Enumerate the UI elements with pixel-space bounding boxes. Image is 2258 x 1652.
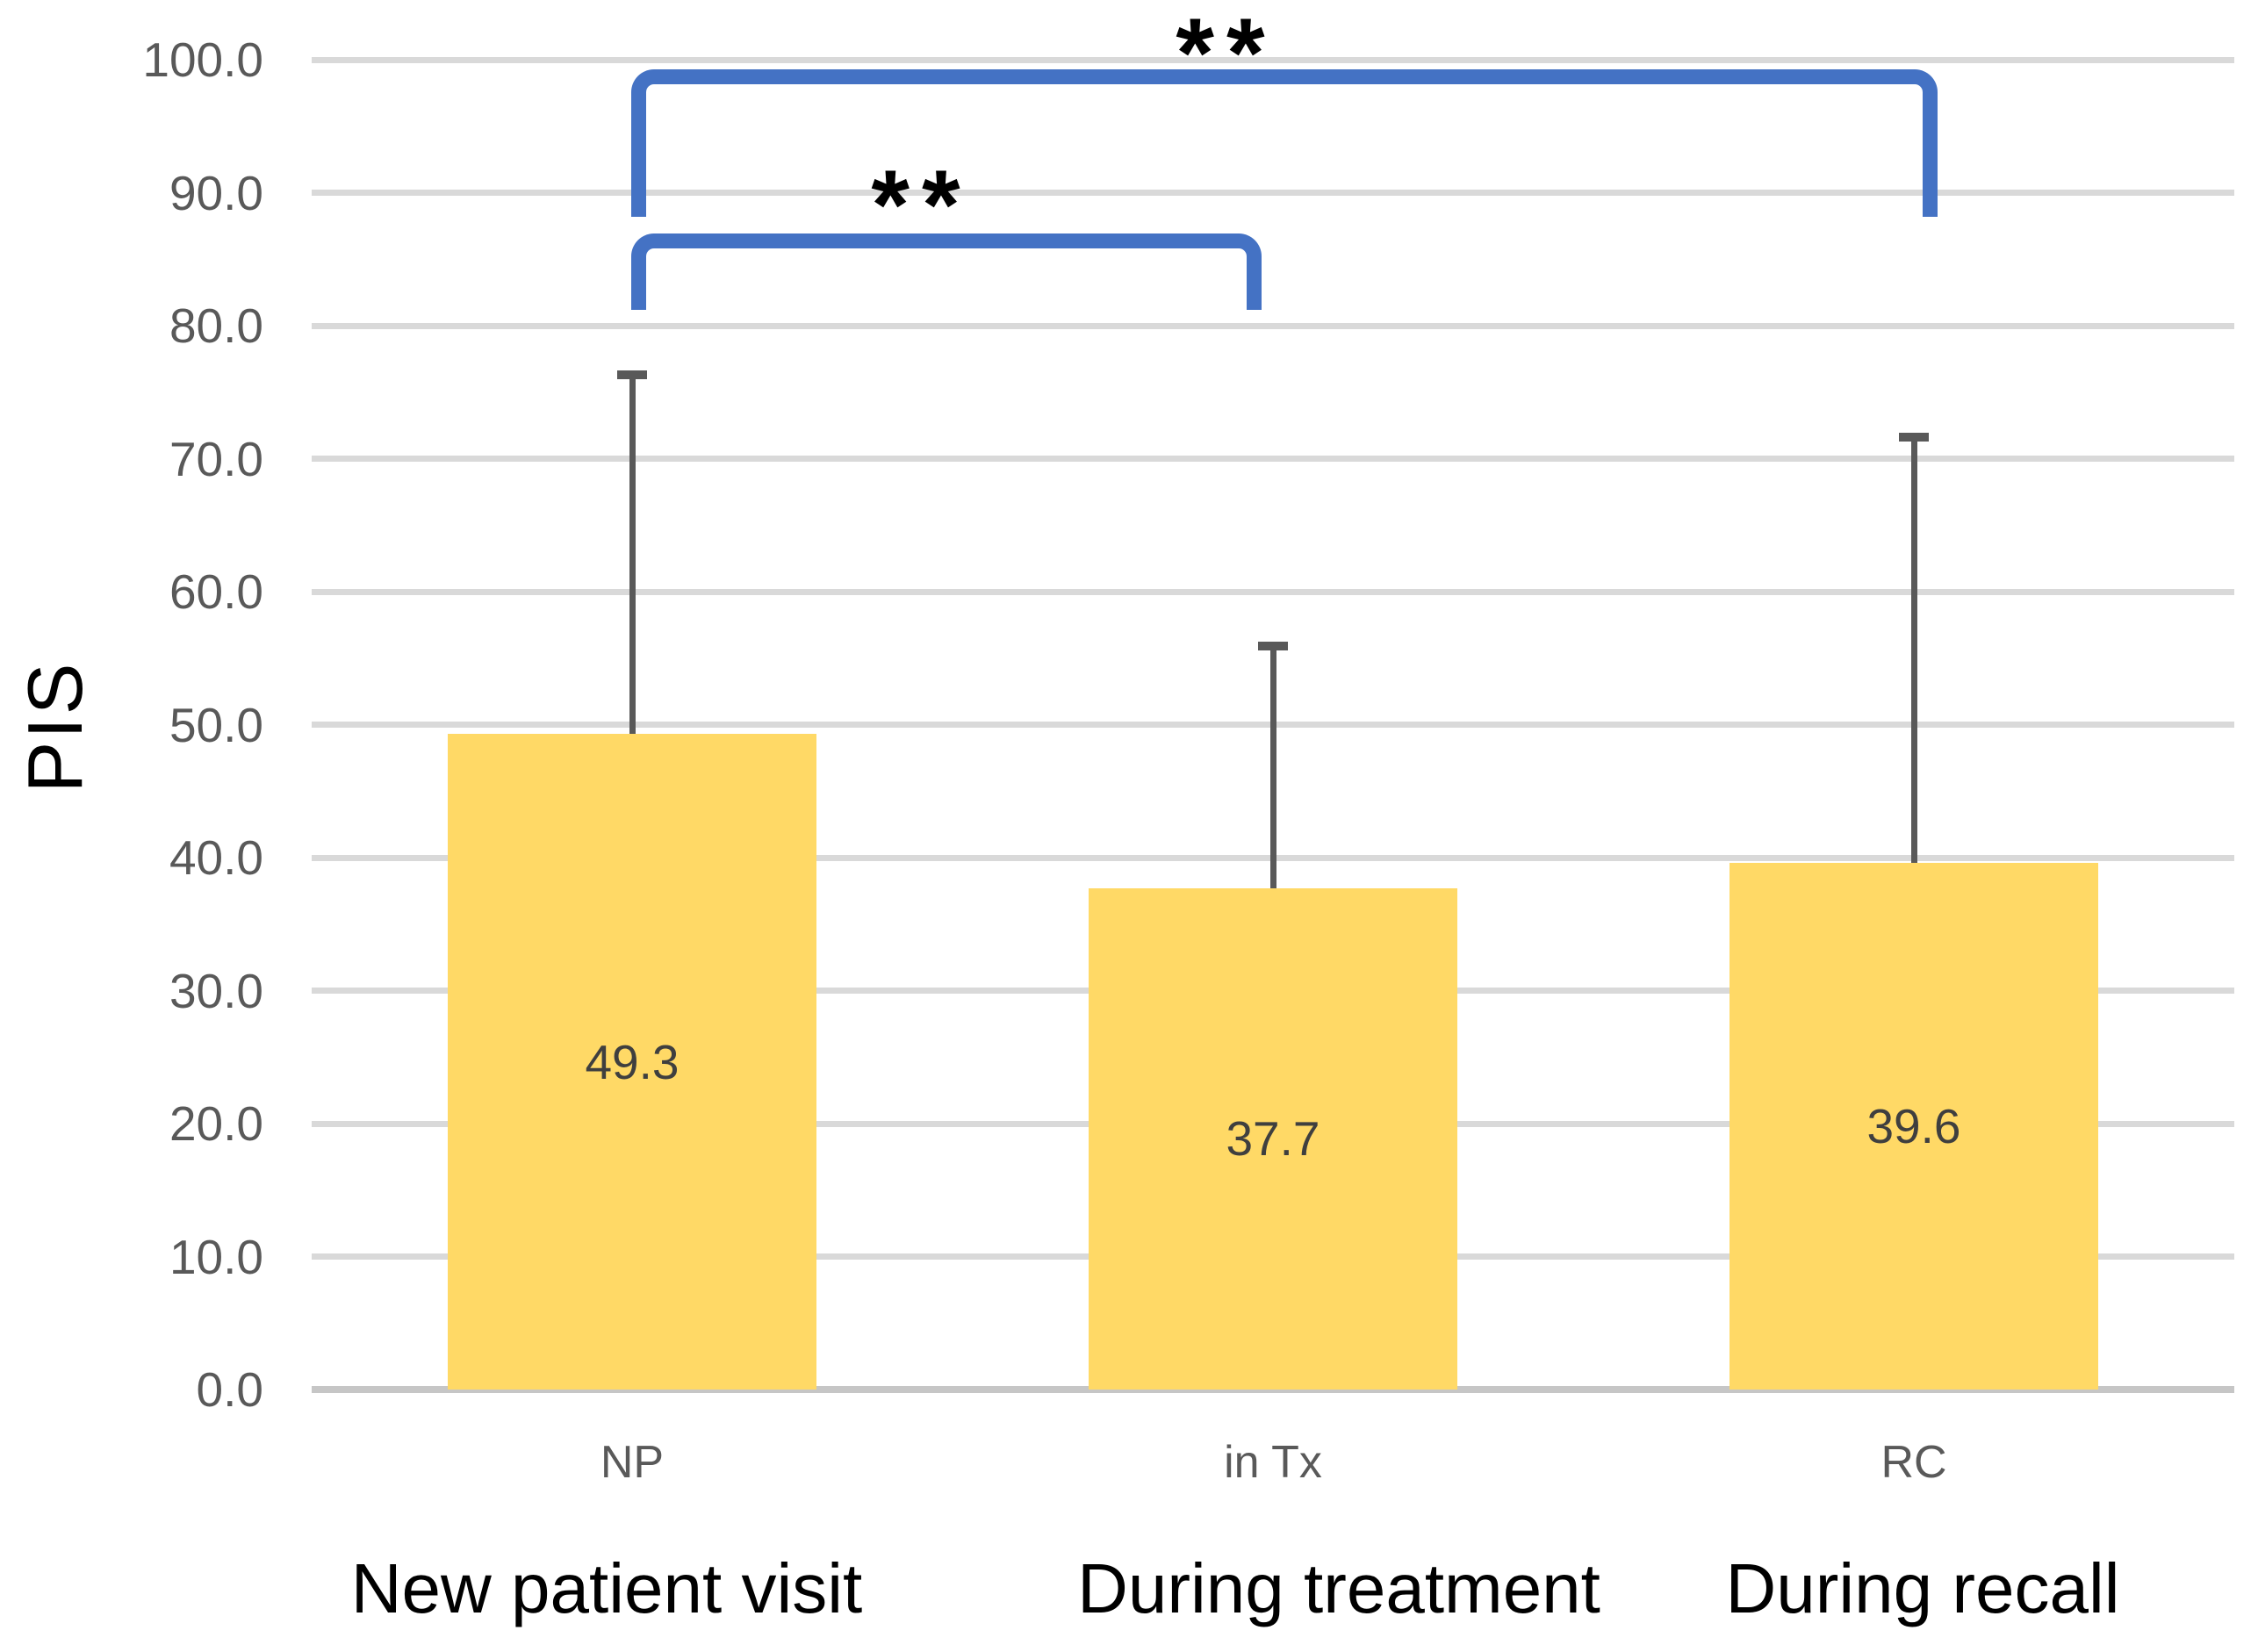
significance-bracket-np-rc: [631, 69, 1938, 217]
gridline-100: [312, 56, 2234, 63]
bar-value-label-3: 39.6: [1866, 1099, 1961, 1154]
x-tick-label-2: in Tx: [1224, 1437, 1322, 1488]
bar-value-label-2: 37.7: [1226, 1111, 1320, 1167]
error-bar-line-2: [1269, 646, 1276, 888]
error-bar-cap-1: [617, 370, 647, 380]
error-bar-cap-3: [1899, 433, 1929, 442]
y-tick-label-90: 90.0: [169, 165, 263, 220]
bar-in-tx: [1089, 887, 1457, 1390]
gridline-80: [312, 322, 2234, 329]
bar-rc: [1729, 863, 2098, 1390]
y-tick-label-0: 0.0: [196, 1362, 263, 1417]
y-tick-label-100: 100.0: [142, 32, 263, 87]
y-tick-label-70: 70.0: [169, 431, 263, 486]
error-bar-cap-2: [1258, 642, 1288, 651]
significance-stars-np-rc: **: [1176, 0, 1277, 108]
x-axis-line: [312, 1386, 2234, 1393]
category-label-1: New patient visit: [350, 1549, 863, 1627]
x-tick-label-3: RC: [1880, 1437, 1947, 1488]
x-tick-label-1: NP: [600, 1437, 665, 1488]
category-label-3: During recall: [1725, 1549, 2120, 1627]
error-bar-line-1: [629, 375, 636, 735]
gridline-70: [312, 456, 2234, 462]
y-tick-label-40: 40.0: [169, 830, 263, 885]
y-tick-label-60: 60.0: [169, 564, 263, 619]
significance-bracket-np-intx: [631, 233, 1262, 310]
y-tick-label-30: 30.0: [169, 963, 263, 1018]
y-tick-label-80: 80.0: [169, 298, 263, 353]
y-tick-label-50: 50.0: [169, 697, 263, 752]
bar-value-label-1: 49.3: [585, 1034, 680, 1089]
gridline-60: [312, 588, 2234, 595]
bar-np: [448, 734, 816, 1390]
category-label-2: During treatment: [1077, 1549, 1600, 1627]
gridline-90: [312, 190, 2234, 196]
error-bar-line-3: [1910, 437, 1917, 864]
significance-stars-np-intx: **: [871, 150, 973, 260]
y-tick-label-20: 20.0: [169, 1096, 263, 1151]
y-tick-label-10: 10.0: [169, 1229, 263, 1284]
